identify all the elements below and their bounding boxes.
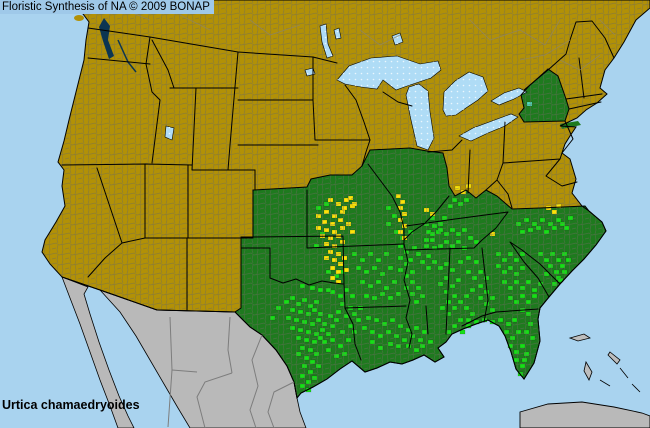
bahamas [568,333,641,393]
map-title-bar: Floristic Synthesis of NA © 2009 BONAP [0,0,214,14]
cuba [519,401,650,428]
canada-division-lines [119,7,616,71]
map-title: Floristic Synthesis of NA © 2009 BONAP [2,1,210,13]
baja-california [61,276,135,428]
state-borders [61,20,615,361]
county-marker-present [459,329,466,335]
puget-sound [99,18,114,59]
species-label: Urtica chamaedryoides [2,398,140,412]
mexico-state-lines [167,316,295,428]
